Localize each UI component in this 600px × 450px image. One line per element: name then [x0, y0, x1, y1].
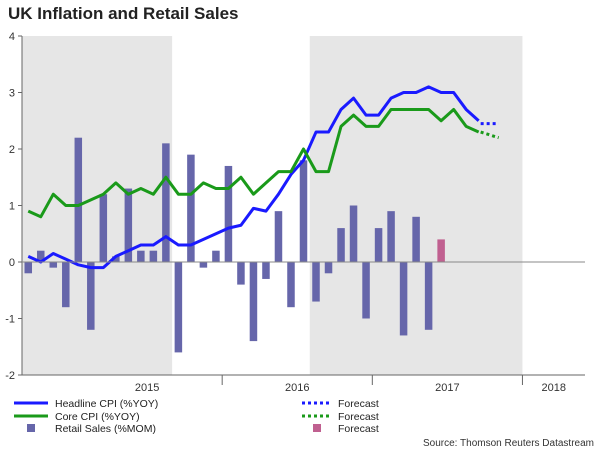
- year-labels: 2015 2016 2017 2018: [135, 375, 566, 394]
- year-label: 2016: [285, 382, 309, 394]
- forecast-retail-bar: [437, 239, 445, 262]
- retail-sales-bar: [324, 262, 333, 274]
- shaded-period-0: [22, 36, 173, 375]
- legend-forecast-core-label: Forecast: [338, 411, 379, 423]
- retail-sales-bar: [249, 262, 258, 342]
- legend-forecast-headline-label: Forecast: [338, 398, 379, 410]
- y-tick-label: 3: [9, 88, 15, 100]
- retail-sales-bar: [49, 262, 58, 268]
- retail-sales-bar: [362, 262, 370, 319]
- legend-retail-swatch: [27, 424, 35, 432]
- retail-sales-bars: [24, 137, 445, 353]
- legend: Headline CPI (%YOY) Core CPI (%YOY) Reta…: [14, 398, 379, 435]
- shaded-period-1: [309, 36, 523, 375]
- y-tick-label: 2: [9, 144, 15, 156]
- y-tick-label: 0: [9, 257, 15, 269]
- source-note: Source: Thomson Reuters Datastream: [423, 438, 594, 449]
- retail-sales-bar: [199, 262, 208, 268]
- shaded-periods: [22, 36, 523, 375]
- retail-sales-bar: [412, 216, 420, 262]
- y-tick-label: 1: [9, 201, 15, 213]
- retail-sales-bar: [87, 262, 95, 330]
- legend-forecast-retail-swatch: [313, 424, 321, 432]
- retail-sales-bar: [237, 262, 245, 285]
- retail-sales-bar: [349, 205, 358, 262]
- retail-sales-bar: [387, 211, 395, 262]
- retail-sales-bar: [99, 194, 108, 262]
- retail-sales-bar: [274, 211, 283, 262]
- retail-sales-bar: [24, 262, 33, 274]
- core-cpi-line: [27, 107, 480, 219]
- retail-sales-bar: [162, 143, 170, 262]
- chart-title: UK Inflation and Retail Sales: [8, 4, 239, 23]
- retail-sales-bar: [37, 250, 45, 262]
- retail-sales-bar: [137, 250, 145, 262]
- retail-sales-bar: [112, 256, 120, 262]
- retail-sales-bar: [74, 137, 83, 262]
- legend-forecast-retail-label: Forecast: [338, 423, 379, 435]
- retail-sales-bar: [212, 250, 220, 262]
- y-tick-label: 4: [9, 31, 15, 43]
- retail-sales-bar: [312, 262, 320, 302]
- legend-headline-label: Headline CPI (%YOY): [55, 398, 158, 410]
- year-label: 2015: [135, 382, 159, 394]
- year-label: 2018: [541, 382, 565, 394]
- retail-sales-bar: [424, 262, 433, 330]
- headline-cpi-line: [27, 85, 480, 270]
- retail-sales-bar: [287, 262, 295, 308]
- retail-sales-bar: [299, 160, 308, 262]
- retail-sales-bar: [124, 188, 133, 262]
- retail-sales-bar: [149, 250, 158, 262]
- year-label: 2017: [435, 382, 459, 394]
- retail-sales-bar: [337, 228, 345, 262]
- legend-retail-label: Retail Sales (%MOM): [55, 423, 156, 435]
- retail-sales-bar: [262, 262, 270, 279]
- legend-core-label: Core CPI (%YOY): [55, 411, 140, 423]
- y-tick-label: -2: [5, 370, 15, 382]
- y-tick-label: -1: [5, 314, 15, 326]
- retail-sales-bar: [224, 165, 233, 262]
- retail-sales-bar: [187, 154, 195, 262]
- retail-sales-bar: [399, 262, 408, 336]
- cpi-lines: [27, 85, 500, 270]
- retail-sales-bar: [62, 262, 70, 308]
- y-tick-labels: 4 3 2 1 0 -1 -2: [5, 31, 22, 382]
- retail-sales-bar: [374, 228, 383, 262]
- retail-sales-bar: [174, 262, 183, 353]
